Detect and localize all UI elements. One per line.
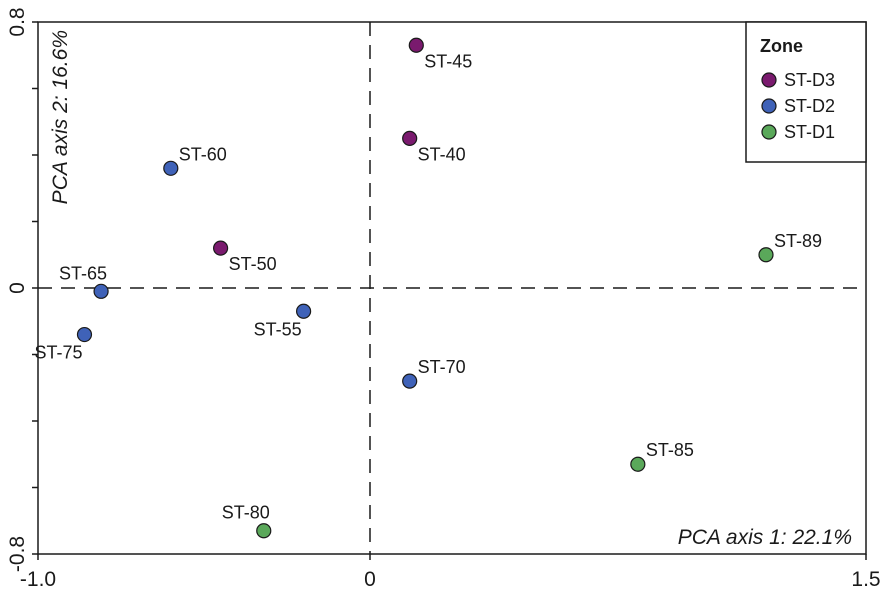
legend: Zone ST-D3 ST-D2 ST-D1 <box>745 21 867 163</box>
point-label-st-60: ST-60 <box>179 144 227 164</box>
axis-ticks <box>32 21 867 560</box>
legend-marker-st-d1 <box>761 124 777 140</box>
data-point-st-85 <box>630 456 646 472</box>
point-label-st-75: ST-75 <box>34 343 82 363</box>
tick-labels: -1.0 0 1.5 -0.8 0 0.8 <box>6 7 881 591</box>
y-tick-label: 0.8 <box>6 7 29 36</box>
point-label-st-45: ST-45 <box>424 51 472 71</box>
point-label-st-70: ST-70 <box>418 357 466 377</box>
data-point-st-80 <box>256 523 272 539</box>
legend-marker-st-d3 <box>761 72 777 88</box>
point-label-st-40: ST-40 <box>418 144 466 164</box>
point-label-st-89: ST-89 <box>774 231 822 251</box>
legend-title: Zone <box>760 36 803 56</box>
legend-label-st-d1: ST-D1 <box>784 122 835 142</box>
data-point-st-45 <box>408 37 424 53</box>
data-point-st-75 <box>76 326 93 343</box>
data-point-st-60 <box>163 160 179 176</box>
legend-label-st-d3: ST-D3 <box>784 70 835 90</box>
zero-lines <box>38 22 866 554</box>
data-point-st-65 <box>93 283 109 299</box>
data-point-st-70 <box>402 373 418 389</box>
x-axis-title: PCA axis 1: 22.1% <box>678 526 852 549</box>
point-label-st-50: ST-50 <box>229 254 277 274</box>
y-tick-label: 0 <box>6 282 29 294</box>
plot-frame <box>37 21 867 555</box>
legend-marker-st-d2 <box>761 98 777 114</box>
x-tick-label: 1.5 <box>851 568 880 591</box>
legend-label-st-d2: ST-D2 <box>784 96 835 116</box>
y-tick-label: -0.8 <box>6 536 29 572</box>
point-label-st-55: ST-55 <box>254 319 302 339</box>
point-label-st-80: ST-80 <box>222 503 270 523</box>
data-point-st-89 <box>758 247 774 263</box>
point-label-st-65: ST-65 <box>59 263 107 283</box>
x-tick-label: -1.0 <box>20 568 56 591</box>
data-point-st-50 <box>213 240 229 256</box>
data-points: ST-45 ST-40 ST-50 ST-60 ST-65 ST-75 ST-55 ST-70… <box>34 37 822 539</box>
point-label-st-85: ST-85 <box>646 440 694 460</box>
data-point-st-40 <box>402 130 418 146</box>
data-point-st-55 <box>296 303 312 319</box>
x-tick-label: 0 <box>364 568 376 591</box>
y-axis-title: PCA axis 2: 16.6% <box>49 30 72 204</box>
